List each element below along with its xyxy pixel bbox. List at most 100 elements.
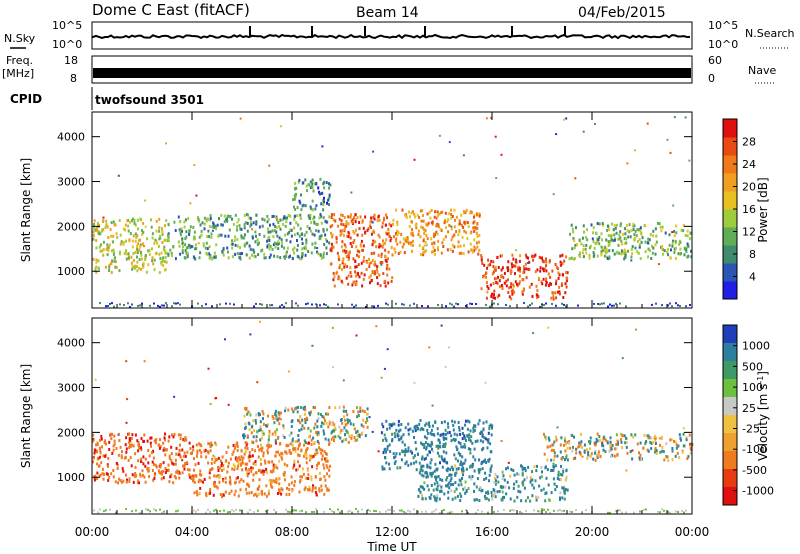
ground-scatter-cell xyxy=(593,302,595,305)
echo-cell xyxy=(460,494,463,498)
echo-cell xyxy=(369,224,371,228)
echo-cell xyxy=(130,464,133,468)
echo-cell xyxy=(561,486,564,490)
echo-cell xyxy=(654,438,657,442)
echo-cell xyxy=(352,410,355,413)
echo-cell xyxy=(108,263,111,267)
echo-cell xyxy=(164,467,167,470)
echo-cell xyxy=(643,433,646,437)
ground-scatter-cell xyxy=(287,510,289,513)
echo-cell xyxy=(253,493,256,497)
echo-cell xyxy=(144,457,147,461)
echo-cell xyxy=(459,442,462,445)
echo-cell xyxy=(231,242,234,246)
ground-scatter-cell xyxy=(505,304,507,306)
ground-scatter-cell xyxy=(407,509,409,512)
echo-cell xyxy=(572,230,575,234)
echo-cell xyxy=(322,429,325,433)
echo-cell xyxy=(420,473,423,477)
echo-cell xyxy=(588,440,590,444)
echo-cell xyxy=(430,237,433,241)
echo-cell xyxy=(234,489,237,493)
echo-cell xyxy=(211,467,214,471)
echo-cell xyxy=(462,445,465,449)
echo-cell xyxy=(450,489,453,493)
echo-cell xyxy=(174,458,177,462)
echo-cell xyxy=(638,456,641,460)
echo-cell xyxy=(289,240,292,244)
ground-scatter-cell xyxy=(449,511,451,514)
echo-cell xyxy=(248,450,251,454)
echo-cell xyxy=(308,411,311,415)
echo-cell xyxy=(377,214,380,218)
echo-cell xyxy=(362,226,365,230)
echo-cell xyxy=(210,235,213,239)
echo-cell xyxy=(222,247,225,251)
echo-cell xyxy=(184,256,187,260)
echo-cell xyxy=(299,442,301,446)
echo-cell xyxy=(94,448,97,452)
echo-cell xyxy=(431,424,434,428)
sparse-echo xyxy=(593,122,596,125)
echo-cell xyxy=(476,245,479,249)
echo-cell xyxy=(233,468,236,472)
echo-cell xyxy=(217,234,220,238)
echo-cell xyxy=(300,427,303,431)
echo-cell xyxy=(300,448,303,452)
y-tick-label: 4000 xyxy=(57,131,85,144)
echo-cell xyxy=(420,441,423,445)
echo-cell xyxy=(252,435,255,439)
echo-cell xyxy=(639,453,642,457)
echo-cell xyxy=(289,254,291,258)
echo-cell xyxy=(597,450,600,454)
echo-cell xyxy=(146,467,149,471)
ground-scatter-cell xyxy=(469,302,471,305)
echo-cell xyxy=(248,428,251,432)
echo-cell xyxy=(535,293,538,297)
echo-cell xyxy=(272,214,275,218)
echo-cell xyxy=(545,491,548,495)
echo-cell xyxy=(608,228,611,232)
echo-cell xyxy=(258,478,261,482)
echo-cell xyxy=(666,250,669,254)
echo-cell xyxy=(554,291,557,295)
echo-cell xyxy=(645,440,648,444)
echo-cell xyxy=(271,414,274,418)
echo-cell xyxy=(301,242,304,245)
echo-cell xyxy=(588,253,591,257)
echo-cell xyxy=(401,208,404,212)
echo-cell xyxy=(385,213,388,217)
echo-cell xyxy=(582,247,585,251)
echo-cell xyxy=(213,225,215,229)
echo-cell xyxy=(418,422,421,426)
echo-cell xyxy=(402,433,405,437)
echo-cell xyxy=(268,429,271,433)
echo-cell xyxy=(346,418,349,422)
echo-cell xyxy=(471,441,474,445)
echo-cell xyxy=(405,237,408,240)
echo-cell xyxy=(396,229,399,233)
echo-cell xyxy=(157,244,160,248)
echo-cell xyxy=(399,250,402,254)
echo-cell xyxy=(245,443,248,447)
echo-cell xyxy=(313,233,316,237)
ground-scatter-cell xyxy=(171,305,173,308)
echo-cell xyxy=(637,228,640,232)
echo-cell xyxy=(667,459,670,462)
echo-cell xyxy=(423,446,426,449)
echo-cell xyxy=(338,217,341,221)
echo-cell xyxy=(590,223,593,227)
echo-cell xyxy=(453,464,456,468)
echo-cell xyxy=(231,217,233,221)
echo-cell xyxy=(654,442,657,445)
echo-cell xyxy=(610,238,613,242)
echo-cell xyxy=(165,448,168,452)
echo-cell xyxy=(259,447,262,451)
echo-cell xyxy=(170,445,173,449)
velocity-colorbar-label: Velocity [m s-1] xyxy=(756,371,770,461)
echo-cell xyxy=(430,432,433,436)
echo-cell xyxy=(152,456,155,460)
ground-scatter-cell xyxy=(105,509,107,512)
echo-cell xyxy=(148,475,151,479)
echo-cell xyxy=(347,256,350,260)
